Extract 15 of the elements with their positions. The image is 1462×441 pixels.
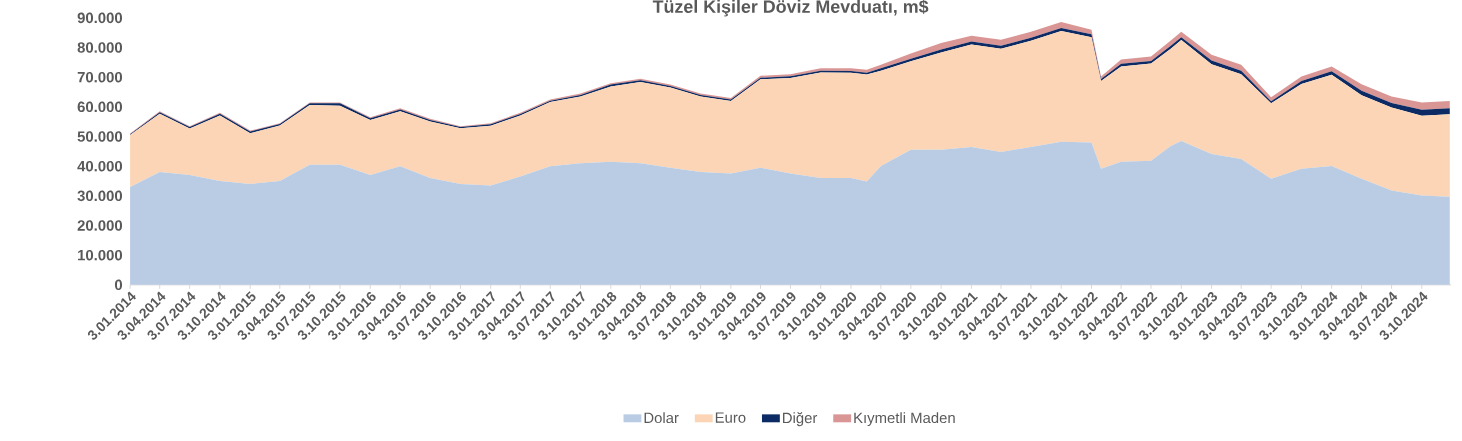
chart-title: Tüzel Kişiler Döviz Mevduatı, m$ <box>652 0 929 17</box>
legend-label: Diğer <box>783 412 818 427</box>
y-tick-label: 0 <box>114 279 123 291</box>
y-tick-label: 90.000 <box>77 12 123 24</box>
y-tick-label: 60.000 <box>77 101 123 113</box>
y-tick-label: 10.000 <box>78 250 123 261</box>
y-tick-label: 80.000 <box>77 42 123 53</box>
y-tick-label: 30.000 <box>77 190 123 202</box>
y-tick-label: 50.000 <box>77 131 123 142</box>
legend-label: Dolar <box>644 412 679 424</box>
y-tick-label: 70.000 <box>77 72 123 83</box>
legend-label: Euro <box>715 412 746 424</box>
y-tick-label: 40.000 <box>77 161 123 172</box>
legend-label: Kıymetli Maden <box>854 412 955 427</box>
y-tick-label: 20.000 <box>77 220 123 231</box>
